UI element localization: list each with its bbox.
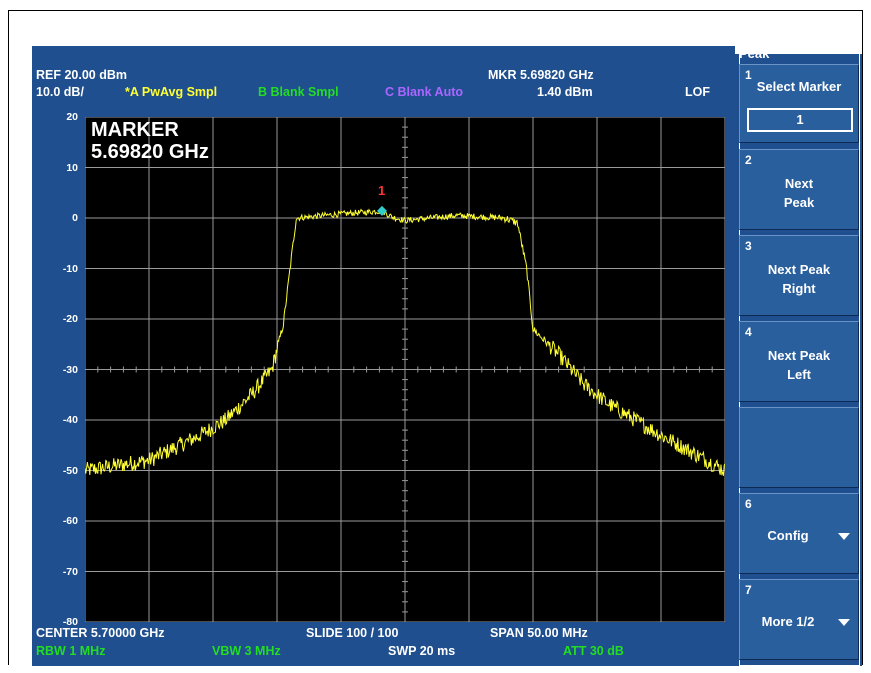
span-readout: SPAN 50.00 MHz: [490, 626, 588, 640]
y-tick-label: -10: [62, 262, 78, 275]
softkey-label: Next Peak Right: [767, 262, 831, 296]
marker-select-field[interactable]: 1: [747, 108, 853, 132]
y-tick-label: -20: [62, 313, 78, 325]
marker-select-value: 1: [796, 112, 804, 127]
softkey-label: Next Peak: [783, 176, 815, 210]
marker-level-readout: 1.40 dBm: [537, 85, 593, 99]
dropdown-triangle-icon: [838, 619, 850, 626]
sweep-time-readout: SWP 20 ms: [388, 644, 456, 658]
dropdown-triangle-icon: [838, 533, 850, 540]
softkey-next-peak[interactable]: 2 Next Peak: [739, 149, 859, 230]
softkey-label: Next Peak Left: [767, 348, 831, 382]
y-tick-label: -70: [62, 565, 78, 578]
softkey-select-marker[interactable]: 1 Select Marker 1: [739, 64, 859, 143]
y-tick-label: 10: [66, 161, 78, 174]
softkey-label: More 1/2: [761, 614, 815, 629]
softkey-panel: Peak 1 Select Marker 1 2 Next Peak 3 Nex…: [735, 46, 862, 666]
marker-frequency: 5.69820 GHz: [91, 141, 209, 163]
trace-c-label: C Blank Auto: [385, 85, 464, 99]
marker-1: 1: [376, 183, 387, 216]
y-tick-label: -40: [62, 414, 78, 426]
trace-a-line: [85, 208, 725, 477]
y-tick-label: 0: [72, 212, 78, 224]
softkey-number: 4: [745, 325, 752, 339]
softkey-config[interactable]: 6 Config: [739, 493, 859, 574]
window-frame: [8, 10, 863, 665]
scale-per-div: 10.0 dB/: [36, 85, 84, 99]
y-tick-label: -80: [62, 616, 78, 628]
y-tick-label: -60: [62, 515, 78, 527]
softkey-next-peak-right[interactable]: 3 Next Peak Right: [739, 235, 859, 316]
softkey-number: 1: [745, 68, 752, 82]
y-tick-label: -30: [62, 363, 78, 376]
softkey-blank[interactable]: [739, 407, 859, 488]
marker-number-label: 1: [378, 183, 385, 198]
attenuation-readout: ATT 30 dB: [563, 644, 624, 658]
y-tick-label: 20: [66, 111, 78, 123]
vbw-readout: VBW 3 MHz: [212, 644, 281, 658]
marker-diamond-icon: [376, 205, 387, 216]
y-tick-label: -50: [62, 464, 78, 477]
spectrum-plot[interactable]: 1 MARKER 5.69820 GHz: [85, 117, 725, 622]
softkey-next-peak-left[interactable]: 4 Next Peak Left: [739, 321, 859, 402]
softkey-number: 6: [745, 497, 752, 511]
lof-indicator: LOF: [685, 85, 710, 99]
softkey-label: Config: [767, 528, 809, 543]
marker-title: MARKER: [91, 119, 179, 141]
softkey-label: Select Marker: [756, 79, 842, 94]
trace-a: [85, 208, 725, 477]
softkey-number: 2: [745, 153, 752, 167]
menu-top-gap: [735, 46, 862, 54]
menu-title: Peak: [739, 46, 770, 61]
ref-level: REF 20.00 dBm: [36, 68, 128, 82]
marker-frequency-readout: MKR 5.69820 GHz: [488, 68, 594, 82]
softkey-more[interactable]: 7 More 1/2: [739, 579, 859, 660]
rbw-readout: RBW 1 MHz: [36, 644, 106, 658]
trace-a-label: *A PwAvg Smpl: [125, 85, 218, 99]
center-frequency: CENTER 5.70000 GHz: [36, 626, 165, 640]
slide-indicator: SLIDE 100 / 100: [306, 626, 399, 640]
softkey-number: 7: [745, 583, 752, 597]
grid-lines: [85, 117, 725, 622]
softkey-number: 3: [745, 239, 752, 253]
trace-b-label: B Blank Smpl: [258, 85, 339, 99]
